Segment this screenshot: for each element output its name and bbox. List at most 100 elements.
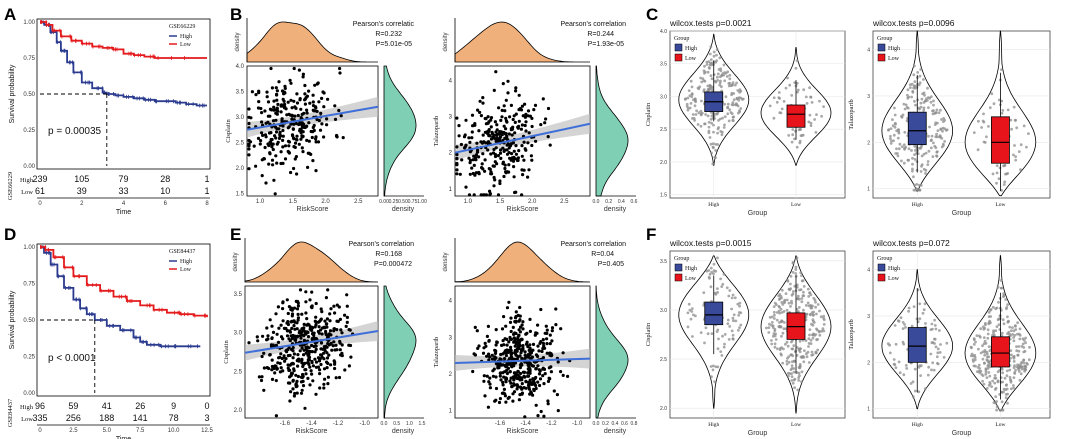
scatter-point [293, 114, 297, 118]
scatter-point [323, 319, 327, 323]
scatter-point [265, 366, 269, 370]
jitter-point-high [942, 144, 945, 147]
y-tick-label: 3.5 [660, 62, 667, 68]
legend-title: Group [877, 36, 892, 42]
scatter-point [328, 312, 332, 316]
scatter-point [277, 326, 281, 330]
jitter-point-high [896, 136, 900, 140]
scatter-point [306, 330, 310, 334]
jitter-point-high [710, 375, 713, 379]
jitter-point-low [986, 328, 990, 332]
scatter-point [536, 364, 540, 368]
jitter-point-low [815, 113, 818, 116]
jitter-point-high [933, 337, 937, 341]
scatter-point [314, 392, 318, 396]
scatter-point [284, 107, 288, 111]
scatter-point [316, 140, 321, 144]
x-tick-label: 2 [80, 201, 84, 207]
jitter-point-high [909, 86, 912, 89]
jitter-point-low [1012, 386, 1016, 390]
jitter-point-high [910, 95, 913, 99]
jitter-point-high [896, 319, 900, 323]
scatter-point [292, 66, 296, 71]
scatter-point [338, 66, 342, 71]
scatter-point [514, 331, 518, 336]
jitter-point-high [907, 147, 911, 151]
scatter-point [322, 386, 326, 390]
jitter-point-high [934, 345, 938, 349]
jitter-point-low [784, 292, 788, 295]
scatter-point [554, 307, 558, 311]
x-tick-label: High [912, 202, 923, 208]
y-tick-label: 2.0 [234, 408, 243, 414]
scatter-point [275, 367, 279, 371]
jitter-point-low [808, 291, 812, 295]
jitter-point-low [983, 349, 987, 352]
risk-table-row-label: High [20, 177, 34, 184]
scatter-point [288, 78, 292, 82]
jitter-point-low [812, 332, 815, 336]
scatter-point [498, 151, 503, 155]
scatter-point [546, 106, 551, 111]
jitter-point-high [723, 115, 727, 118]
jitter-point-low [785, 362, 789, 366]
jitter-point-low [802, 290, 805, 294]
jitter-point-high [930, 134, 934, 138]
scatter-point [520, 392, 524, 396]
jitter-point-high [933, 324, 937, 327]
jitter-point-low [1013, 372, 1017, 375]
jitter-point-low [1015, 126, 1019, 130]
jitter-point-high [719, 277, 722, 281]
jitter-point-low [1002, 387, 1006, 391]
jitter-point-low [993, 388, 997, 391]
scatter-point [512, 336, 516, 340]
right-density-tick: 0.4 [612, 421, 619, 427]
jitter-point-low [802, 88, 806, 92]
jitter-point-low [773, 327, 777, 331]
y-tick-label: 1.5 [236, 191, 245, 197]
y-tick-label: 1 [449, 187, 453, 193]
scatter-point [269, 137, 273, 142]
scatter-point [527, 131, 531, 135]
jitter-point-low [1012, 339, 1016, 343]
jitter-point-high [904, 103, 908, 107]
jitter-point-low [997, 177, 1001, 181]
risk-table-cell: 335 [32, 413, 47, 423]
jitter-point-high [712, 262, 716, 266]
jitter-point-high [710, 270, 714, 274]
scatter-point [546, 399, 550, 403]
scatter-point [527, 387, 532, 391]
scatter-point [296, 364, 300, 368]
scatter-point [247, 142, 251, 146]
jitter-point-low [994, 401, 997, 405]
jitter-point-high [939, 108, 942, 112]
panel-label-a: A [4, 5, 16, 24]
jitter-point-high [939, 128, 943, 131]
scatter-point [247, 121, 251, 126]
scatter-point [307, 356, 311, 360]
right-density-curve [595, 65, 629, 197]
scatter-point [311, 100, 315, 104]
y-tick-label: 4 [867, 268, 870, 274]
scatter-point [294, 121, 298, 126]
jitter-point-low [1006, 332, 1009, 335]
jitter-point-low [814, 305, 817, 309]
jitter-point-high [918, 74, 922, 78]
scatter-point [281, 337, 285, 341]
jitter-point-low [797, 306, 801, 309]
jitter-point-high [724, 95, 728, 99]
scatter-point [487, 352, 491, 356]
scatter-point [474, 171, 478, 175]
jitter-point-high [918, 302, 922, 306]
scatter-point [526, 371, 530, 375]
scatter-point [266, 142, 270, 146]
jitter-point-low [791, 292, 795, 296]
top-density-label: density [443, 252, 449, 271]
x-tick-label: 10.0 [168, 428, 180, 434]
scatter-point [290, 347, 294, 352]
y-axis-label: Talazoparib [433, 116, 440, 147]
y-tick-label: 4 [449, 299, 453, 305]
scatter-point [274, 111, 278, 115]
scatter-point [278, 130, 282, 134]
jitter-point-high [699, 331, 703, 334]
